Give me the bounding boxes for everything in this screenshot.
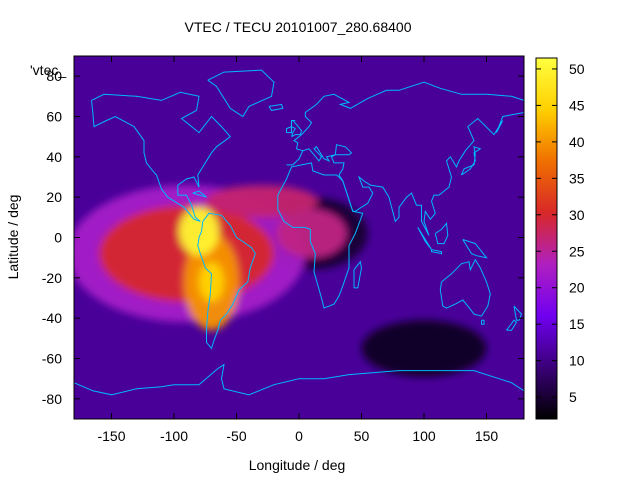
- coastline-overlay: [74, 69, 524, 396]
- coastline: [506, 319, 518, 331]
- coastline: [302, 112, 524, 236]
- colorbar-ticks: 5 10 15 20 25 30 35 40 45 50: [536, 61, 585, 405]
- colorbar-tick-label: 35: [569, 170, 585, 186]
- coastline: [431, 249, 442, 255]
- colorbar-tick-label: 5: [569, 389, 577, 405]
- coastline: [462, 239, 488, 259]
- y-tick-label: -80: [42, 391, 62, 407]
- coastline: [353, 260, 363, 289]
- colorbar: 5 10 15 20 25 30 35 40 45 50: [535, 57, 585, 420]
- x-tick-label: 100: [412, 428, 436, 444]
- tec-region: [361, 320, 487, 377]
- y-tick-label: -60: [42, 351, 62, 367]
- x-axis: -150 -100 -50 0 50 100 150: [97, 56, 498, 444]
- tec-region: [276, 209, 347, 258]
- colorbar-gradient: [535, 57, 558, 420]
- legend-key-label: 'vtec_: [30, 62, 66, 78]
- coastline: [91, 91, 232, 222]
- coastline: [207, 69, 275, 118]
- coastline: [192, 190, 207, 198]
- coastline: [268, 103, 284, 111]
- coastline: [439, 258, 491, 317]
- tec-field: [74, 185, 487, 377]
- tec-region: [179, 207, 219, 256]
- x-tick-label: 150: [475, 428, 499, 444]
- colorbar-tick-label: 45: [569, 97, 585, 113]
- coastline: [434, 222, 449, 245]
- y-tick-label: -40: [42, 310, 62, 326]
- colorbar-tick-label: 25: [569, 243, 585, 259]
- x-tick-label: -50: [226, 428, 246, 444]
- colorbar-tick-label: 10: [569, 353, 585, 369]
- coastline: [291, 120, 303, 138]
- y-tick-label: 0: [54, 230, 62, 246]
- colorbar-tick-label: 30: [569, 207, 585, 223]
- colorbar-tick-label: 15: [569, 316, 585, 332]
- coastline: [197, 212, 256, 350]
- coastline: [286, 125, 292, 134]
- coastline: [481, 319, 485, 325]
- y-tick-label: 40: [46, 149, 62, 165]
- y-tick-label: -20: [42, 270, 62, 286]
- tec-region: [205, 185, 318, 218]
- coastline: [74, 363, 524, 396]
- x-tick-label: -100: [160, 428, 188, 444]
- x-tick-label: 50: [354, 428, 370, 444]
- colorbar-tick-label: 20: [569, 280, 585, 296]
- plot-area: [74, 56, 524, 419]
- y-tick-label: 20: [46, 189, 62, 205]
- x-tick-label: -150: [97, 428, 125, 444]
- tec-heatmap: [74, 56, 524, 419]
- coastline: [461, 146, 482, 176]
- y-tick-label: 80: [46, 68, 62, 84]
- y-tick-label: 60: [46, 109, 62, 125]
- y-axis: -80 -60 -40 -20 0 20 40 60 80: [42, 68, 524, 407]
- coastline: [513, 305, 523, 321]
- coastline: [277, 162, 364, 309]
- y-axis-label: Latitude / deg: [5, 195, 21, 280]
- chart-title: VTEC / TECU 20101007_280.68400: [184, 19, 411, 35]
- colorbar-tick-label: 40: [569, 134, 585, 150]
- colorbar-tick-label: 50: [569, 61, 585, 77]
- coastline: [286, 81, 524, 166]
- x-tick-label: 0: [295, 428, 303, 444]
- x-axis-label: Longitude / deg: [249, 457, 346, 473]
